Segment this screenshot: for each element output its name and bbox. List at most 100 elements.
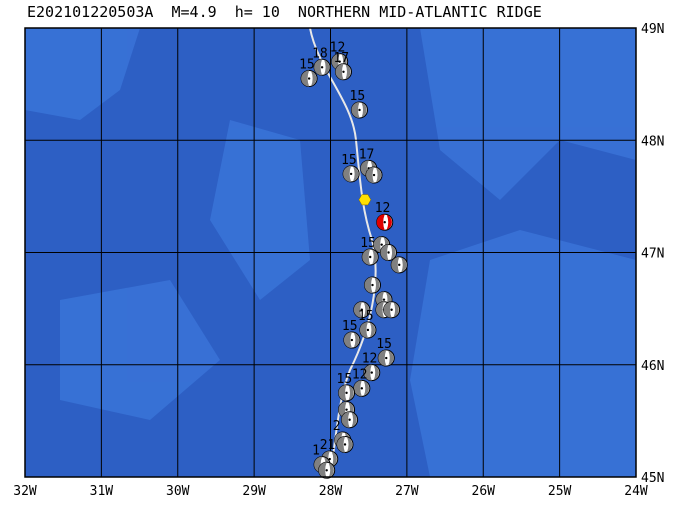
beachball-quadrant <box>345 64 351 80</box>
beachball-quadrant <box>328 462 334 478</box>
depth-label: 12 <box>362 352 378 367</box>
focal-mechanism <box>377 349 395 367</box>
beachball-center <box>342 70 345 73</box>
beachball-quadrant <box>393 302 399 318</box>
focal-mechanism <box>380 244 398 261</box>
y-tick-label: 48N <box>641 134 664 149</box>
x-tick-label: 31W <box>90 484 114 499</box>
beachball-center <box>380 243 383 246</box>
beachball-center <box>390 308 393 311</box>
beachball-quadrant <box>380 244 389 261</box>
focal-mechanism <box>363 364 381 382</box>
beachball-quadrant <box>388 350 394 366</box>
focal-mechanism <box>341 411 359 429</box>
beachball-center <box>370 371 373 374</box>
focal-mechanism <box>334 63 352 81</box>
focal-mechanism <box>342 165 360 183</box>
focal-mechanism <box>383 301 401 319</box>
beachball-quadrant <box>391 256 400 273</box>
depth-label: 18 <box>312 46 328 61</box>
beachball-quadrant <box>351 412 357 428</box>
beachball-quadrant <box>373 236 382 253</box>
beachball-center <box>345 391 348 395</box>
focal-mechanism <box>343 331 361 349</box>
beachball-quadrant <box>364 277 373 294</box>
beachball-quadrant <box>353 380 362 397</box>
depth-label: 21 <box>320 438 336 453</box>
beachball-quadrant <box>311 71 317 87</box>
beachball-quadrant <box>324 59 330 75</box>
beachball-center <box>382 298 386 301</box>
beachball-quadrant <box>318 462 327 479</box>
beachball-quadrant <box>390 245 396 260</box>
x-tick-label: 25W <box>548 484 572 499</box>
depth-label: 15 <box>358 309 374 324</box>
depth-label: 17 <box>333 51 349 66</box>
beachball-center <box>383 220 386 224</box>
focal-mechanism <box>351 101 369 119</box>
title: E202101220503A M=4.9 h= 10 NORTHERN MID-… <box>27 3 542 21</box>
beachball-center <box>358 108 361 112</box>
beachball-quadrant <box>378 350 387 367</box>
epicenter <box>358 194 372 206</box>
beachball-quadrant <box>338 384 347 401</box>
y-tick-label: 46N <box>641 359 664 374</box>
depth-label: 12 <box>352 367 368 382</box>
focal-mechanism <box>390 256 408 274</box>
depth-label: 15 <box>342 319 358 334</box>
beachball-quadrant <box>353 301 362 318</box>
beachball-quadrant <box>383 301 392 318</box>
beachball-center <box>307 77 311 80</box>
beachball-quadrant <box>353 332 360 348</box>
x-tick-label: 29W <box>242 484 266 499</box>
beachball-quadrant <box>376 214 385 231</box>
beachball-quadrant <box>366 167 375 184</box>
beachball-center <box>350 338 354 342</box>
beachball-center <box>385 356 388 360</box>
beachball-center <box>398 263 401 267</box>
beachball-quadrant <box>343 165 352 182</box>
beachball-quadrant <box>348 385 354 401</box>
depth-label: 12 <box>330 41 346 56</box>
beachball-quadrant <box>337 436 346 453</box>
beachball-quadrant <box>363 364 372 381</box>
x-tick-label: 26W <box>472 484 496 499</box>
beachball-quadrant <box>369 322 376 338</box>
beachball-quadrant <box>374 277 380 293</box>
focal-mechanism <box>336 435 354 453</box>
beachball-center <box>325 469 328 472</box>
beachball-center <box>328 457 331 461</box>
depth-label: 15 <box>337 372 353 387</box>
beachball-quadrant <box>347 436 353 452</box>
beachball-quadrant <box>363 302 370 318</box>
beachball-center <box>360 308 364 311</box>
focal-mechanism <box>359 321 377 339</box>
beachball-quadrant <box>361 102 367 118</box>
beachball-quadrant <box>343 332 352 349</box>
beachball-quadrant <box>373 365 379 381</box>
beachball-quadrant <box>372 249 378 265</box>
beachball-center <box>366 328 370 332</box>
focal-mechanism <box>353 301 371 319</box>
depth-label: 15 <box>360 236 376 251</box>
x-tick-label: 28W <box>319 484 343 499</box>
beachball-center <box>320 66 324 69</box>
beachball-center <box>338 60 341 63</box>
beachball-quadrant <box>314 59 323 76</box>
beachball-quadrant <box>335 63 344 80</box>
beachball-center <box>387 251 390 254</box>
y-tick-label: 45N <box>641 471 664 486</box>
focal-mechanism <box>300 70 318 88</box>
beachball-quadrant <box>359 321 368 338</box>
beachball-quadrant <box>362 248 371 265</box>
depth-label: 12 <box>375 201 391 216</box>
beachball-quadrant <box>376 167 382 183</box>
depth-label: 1 <box>312 444 320 459</box>
beachball-quadrant <box>351 101 360 118</box>
focal-mechanism <box>365 166 383 184</box>
depth-label: 17 <box>359 147 375 162</box>
focal-mechanism <box>313 58 331 76</box>
beachball-quadrant <box>301 70 310 87</box>
beachball-center <box>345 408 348 411</box>
